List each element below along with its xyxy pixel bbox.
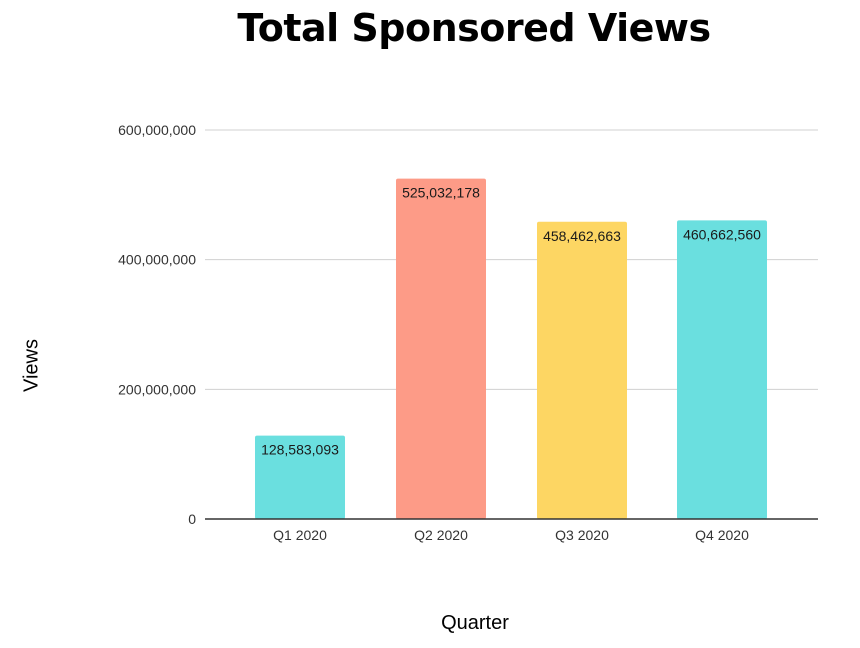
- x-tick-label: Q2 2020: [414, 527, 468, 543]
- bar: [255, 435, 345, 519]
- x-tick-label: Q4 2020: [695, 527, 749, 543]
- y-tick-label: 400,000,000: [118, 252, 196, 268]
- x-tick-label: Q3 2020: [555, 527, 609, 543]
- bar: [677, 220, 767, 520]
- data-label: 458,462,663: [543, 228, 621, 244]
- bar: [537, 221, 627, 519]
- data-label: 525,032,178: [402, 185, 480, 201]
- y-tick-label: 0: [188, 511, 196, 527]
- chart-title: Total Sponsored Views: [237, 6, 711, 50]
- x-tick-label: Q1 2020: [273, 527, 327, 543]
- x-axis-title: Quarter: [441, 612, 509, 634]
- bar: [396, 178, 486, 520]
- y-axis-title: Views: [20, 339, 43, 392]
- data-label: 460,662,560: [683, 226, 761, 242]
- data-label: 128,583,093: [261, 442, 339, 458]
- bars: [255, 178, 767, 520]
- labels: 0 200,000,000 400,000,000 600,000,000 128,58…: [118, 122, 761, 543]
- y-tick-label: 600,000,000: [118, 122, 196, 138]
- y-tick-label: 200,000,000: [118, 381, 196, 397]
